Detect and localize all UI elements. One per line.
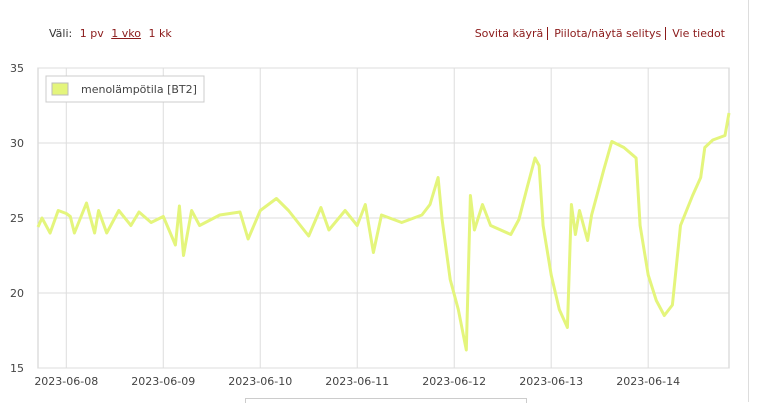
range-label: Väli: [49,27,73,40]
action-link[interactable]: Sovita käyrä [474,27,544,40]
action-link[interactable]: Vie tiedot [665,27,725,40]
x-tick-label: 2023-06-12 [422,375,486,388]
x-tick-label: 2023-06-14 [616,375,680,388]
x-tick-label: 2023-06-11 [325,375,389,388]
range-link[interactable]: 1 vko [111,27,141,40]
y-tick-label: 20 [10,287,24,300]
x-tick-label: 2023-06-13 [519,375,583,388]
legend-label: menolämpötila [BT2] [81,83,197,96]
y-tick-label: 25 [10,212,24,225]
data-line [36,112,731,352]
x-tick-label: 2023-06-08 [34,375,98,388]
chart-actions: Sovita käyrä Piilota/näytä selitys Vie tie… [475,27,725,40]
panel-edge [748,0,749,402]
footer-box [245,398,527,403]
y-tick-label: 35 [10,62,24,75]
x-tick-label: 2023-06-10 [228,375,292,388]
range-link[interactable]: 1 pv [79,27,104,40]
range-link[interactable]: 1 kk [148,27,172,40]
x-tick-label: 2023-06-09 [131,375,195,388]
action-link[interactable]: Piilota/näytä selitys [547,27,662,40]
legend-swatch [51,82,69,96]
range-selector: Väli: 1 pv 1 vko 1 kk [49,27,176,40]
y-tick-label: 15 [10,362,24,375]
y-tick-label: 30 [10,137,24,150]
legend-box [45,75,205,103]
